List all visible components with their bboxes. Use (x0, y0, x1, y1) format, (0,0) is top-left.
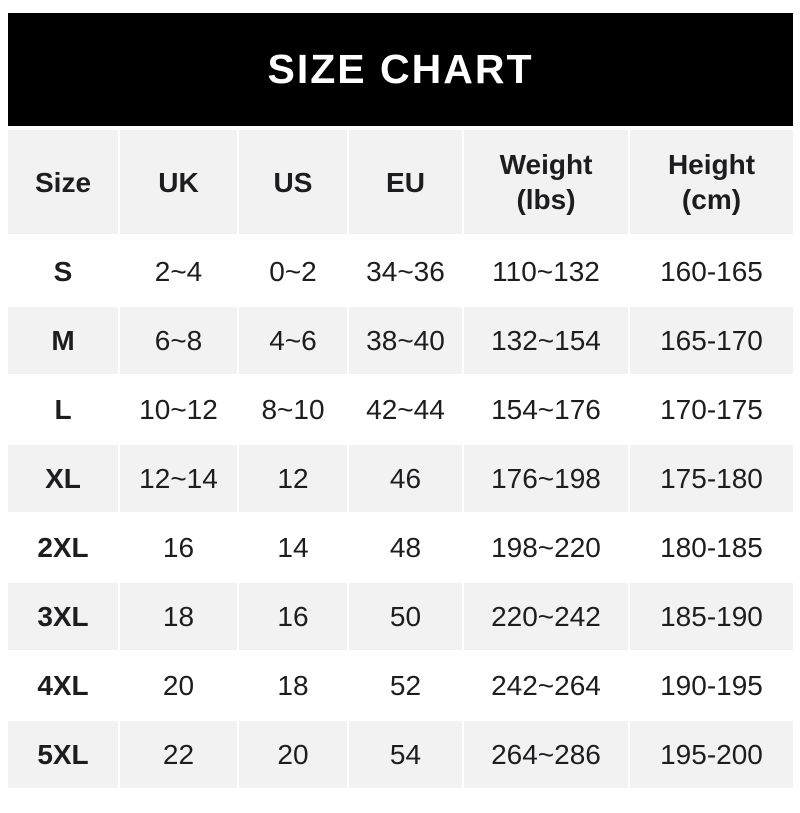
table-cell: 18 (239, 652, 347, 719)
banner: SIZE CHART (8, 13, 793, 126)
table-cell: 195-200 (630, 721, 793, 788)
table-cell: 16 (120, 514, 237, 581)
row-size-label: 3XL (8, 583, 118, 650)
table-cell: 18 (120, 583, 237, 650)
table-cell: 50 (349, 583, 462, 650)
row-size-label: M (8, 307, 118, 374)
table-cell: 170-175 (630, 376, 793, 443)
row-size-label: 4XL (8, 652, 118, 719)
table-cell: 42~44 (349, 376, 462, 443)
table-cell: 110~132 (464, 238, 628, 305)
table-cell: 242~264 (464, 652, 628, 719)
table-cell: 264~286 (464, 721, 628, 788)
table-row-l: L 10~12 8~10 42~44 154~176 170-175 (8, 376, 793, 443)
header-cell-us: US (239, 130, 347, 234)
table-cell: 165-170 (630, 307, 793, 374)
table-cell: 190-195 (630, 652, 793, 719)
table-cell: 176~198 (464, 445, 628, 512)
size-table: Size UK US EU Weight (lbs) Height (cm) S 2~4 0~… (8, 130, 793, 788)
table-cell: 132~154 (464, 307, 628, 374)
row-size-label: S (8, 238, 118, 305)
table-cell: 160-165 (630, 238, 793, 305)
table-cell: 4~6 (239, 307, 347, 374)
table-cell: 14 (239, 514, 347, 581)
table-row-s: S 2~4 0~2 34~36 110~132 160-165 (8, 238, 793, 305)
row-size-label: L (8, 376, 118, 443)
table-cell: 22 (120, 721, 237, 788)
table-cell: 2~4 (120, 238, 237, 305)
header-cell-uk: UK (120, 130, 237, 234)
table-row-4xl: 4XL 20 18 52 242~264 190-195 (8, 652, 793, 719)
table-cell: 154~176 (464, 376, 628, 443)
table-cell: 20 (239, 721, 347, 788)
table-cell: 16 (239, 583, 347, 650)
header-cell-size: Size (8, 130, 118, 234)
table-header-row: Size UK US EU Weight (lbs) Height (cm) (8, 130, 793, 234)
size-chart-page: SIZE CHART Size UK US EU Weight (lbs) Height … (0, 13, 800, 788)
table-cell: 180-185 (630, 514, 793, 581)
row-size-label: 5XL (8, 721, 118, 788)
table-cell: 34~36 (349, 238, 462, 305)
table-cell: 12~14 (120, 445, 237, 512)
table-cell: 10~12 (120, 376, 237, 443)
table-cell: 20 (120, 652, 237, 719)
table-cell: 48 (349, 514, 462, 581)
header-cell-height-cm: Height (cm) (630, 130, 793, 234)
row-size-label: XL (8, 445, 118, 512)
table-row-5xl: 5XL 22 20 54 264~286 195-200 (8, 721, 793, 788)
table-cell: 12 (239, 445, 347, 512)
table-cell: 54 (349, 721, 462, 788)
header-cell-eu: EU (349, 130, 462, 234)
row-size-label: 2XL (8, 514, 118, 581)
header-cell-weight-lbs: Weight (lbs) (464, 130, 628, 234)
page-title: SIZE CHART (267, 46, 534, 92)
table-cell: 52 (349, 652, 462, 719)
table-row-xl: XL 12~14 12 46 176~198 175-180 (8, 445, 793, 512)
table-cell: 0~2 (239, 238, 347, 305)
table-cell: 46 (349, 445, 462, 512)
table-cell: 220~242 (464, 583, 628, 650)
table-cell: 38~40 (349, 307, 462, 374)
table-row-2xl: 2XL 16 14 48 198~220 180-185 (8, 514, 793, 581)
table-cell: 175-180 (630, 445, 793, 512)
table-cell: 8~10 (239, 376, 347, 443)
table-cell: 185-190 (630, 583, 793, 650)
table-cell: 198~220 (464, 514, 628, 581)
table-row-m: M 6~8 4~6 38~40 132~154 165-170 (8, 307, 793, 374)
table-row-3xl: 3XL 18 16 50 220~242 185-190 (8, 583, 793, 650)
table-cell: 6~8 (120, 307, 237, 374)
